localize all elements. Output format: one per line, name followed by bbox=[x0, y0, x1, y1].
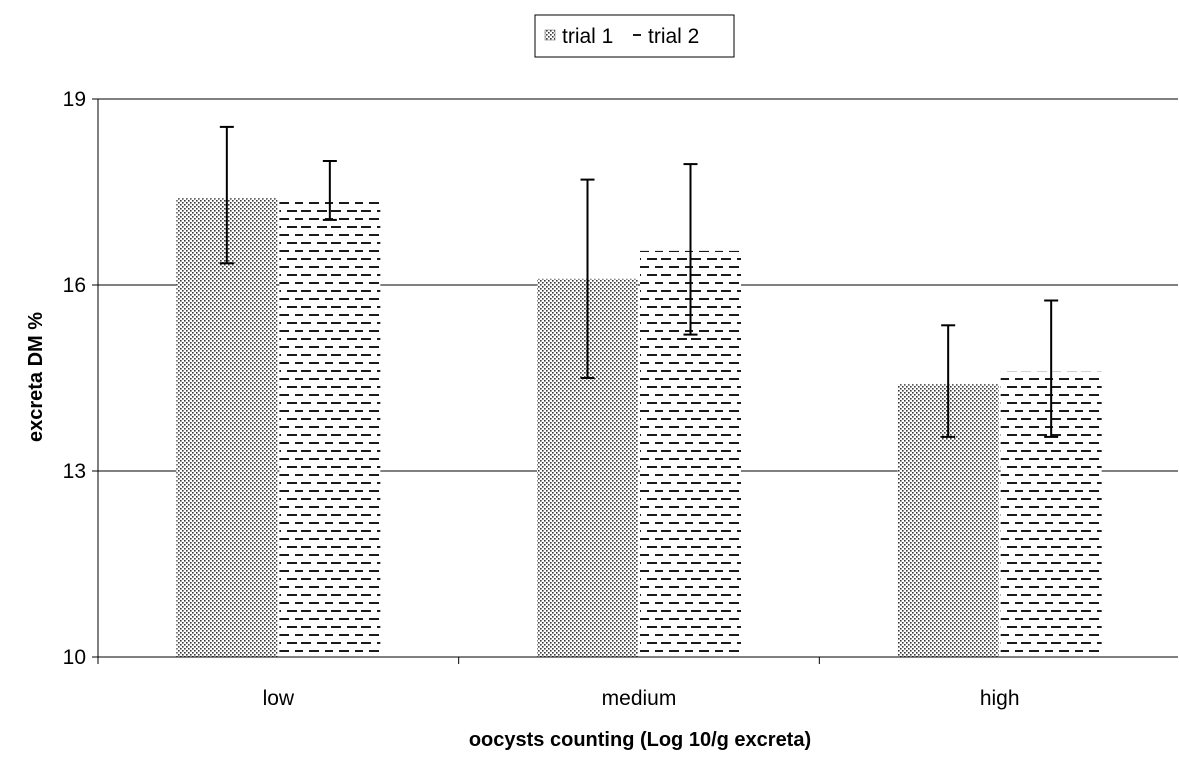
legend-swatch-trial-1 bbox=[544, 29, 556, 41]
error-bars bbox=[219, 125, 1059, 438]
error-bar-trial-2-low bbox=[322, 160, 337, 221]
error-bar-trial-2-high bbox=[1044, 299, 1059, 438]
x-tick-label-medium: medium bbox=[602, 687, 677, 710]
legend-label-trial-2: trial 2 bbox=[648, 25, 699, 48]
axes bbox=[92, 98, 1178, 664]
error-bar-trial-1-high bbox=[941, 324, 956, 438]
y-tick-label-10: 10 bbox=[63, 646, 86, 669]
error-bar-trial-1-low bbox=[219, 125, 234, 265]
y-tick-label-16: 16 bbox=[63, 274, 86, 297]
x-axis-title: oocysts counting (Log 10/g excreta) bbox=[469, 729, 811, 751]
x-tick-label-low: low bbox=[263, 687, 295, 710]
bar-trial-2-low bbox=[279, 198, 381, 657]
y-tick-label-19: 19 bbox=[63, 88, 86, 111]
legend-label-trial-1: trial 1 bbox=[562, 25, 613, 48]
error-bar-trial-2-medium bbox=[683, 163, 698, 336]
legend: trial 1 trial 2 bbox=[534, 14, 735, 58]
legend-swatch-trial-2 bbox=[633, 34, 641, 36]
x-tick-label-high: high bbox=[980, 687, 1020, 710]
error-bar-trial-1-medium bbox=[580, 178, 595, 379]
y-axis-title: excreta DM % bbox=[25, 312, 47, 442]
tick-labels: 10 13 16 19 low medium high bbox=[63, 88, 1020, 710]
bars bbox=[176, 198, 1102, 657]
bar-trial-1-low bbox=[176, 198, 278, 657]
y-tick-label-13: 13 bbox=[63, 460, 86, 483]
